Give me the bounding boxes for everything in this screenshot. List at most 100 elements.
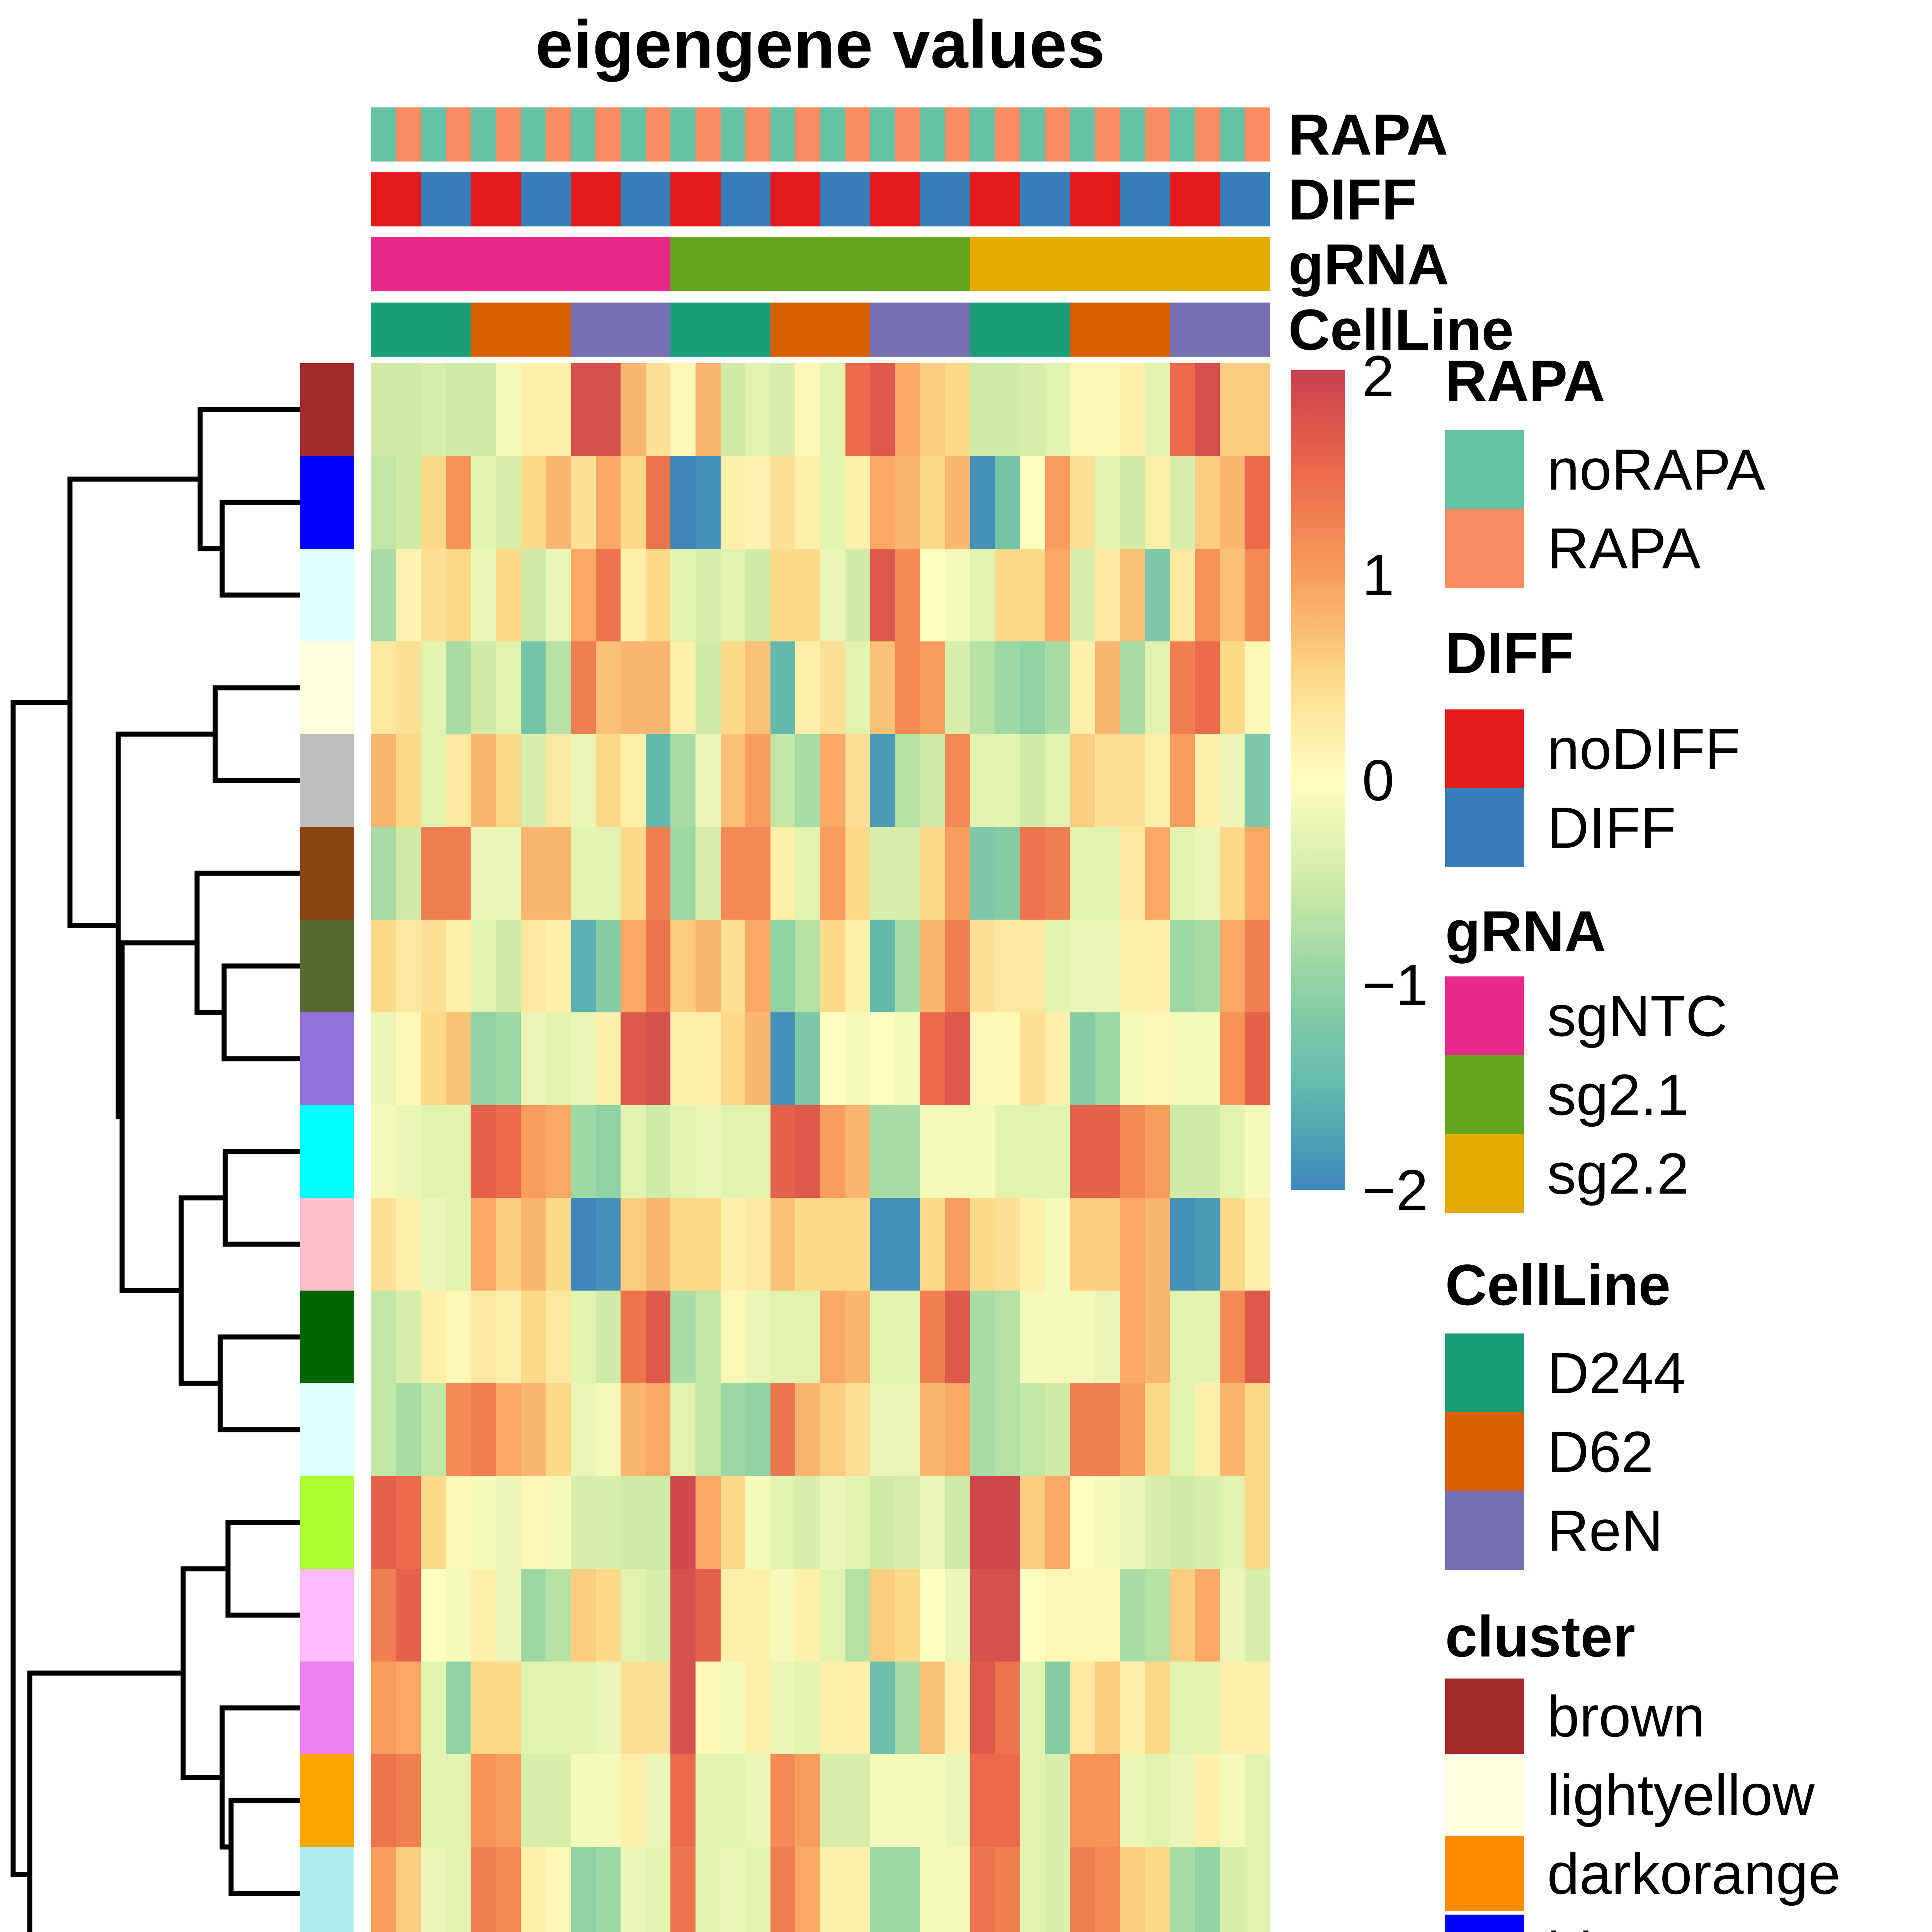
annotation-cell-grna — [1045, 237, 1070, 291]
heatmap-cell — [995, 641, 1020, 734]
annotation-cell-rapa — [945, 107, 970, 162]
heatmap-cell — [1245, 1198, 1270, 1291]
row-cluster-swatch-cyan — [300, 1105, 354, 1198]
annotation-cell-rapa — [621, 107, 646, 162]
heatmap-cell — [446, 1476, 471, 1569]
annotation-cell-grna — [895, 237, 920, 291]
heatmap-cell — [1145, 641, 1170, 734]
heatmap-cell — [1020, 1012, 1045, 1105]
heatmap-cell — [670, 1105, 696, 1198]
heatmap-cell — [520, 1383, 546, 1476]
heatmap-cell — [520, 549, 546, 641]
heatmap-cell — [1095, 641, 1120, 734]
heatmap-cell — [820, 1847, 845, 1932]
legend-label-noRAPA: noRAPA — [1547, 437, 1765, 502]
heatmap-cell — [1020, 1476, 1045, 1569]
heatmap-cell — [546, 456, 571, 549]
heatmap-cell — [621, 549, 646, 641]
heatmap-cell — [745, 827, 770, 920]
heatmap-cell — [520, 1105, 546, 1198]
annotation-cell-diff — [520, 172, 546, 226]
legend-label-lightyellow: lightyellow — [1547, 1762, 1815, 1828]
heatmap-cell — [1170, 549, 1195, 641]
page-title: eigengene values — [535, 7, 1105, 82]
heatmap-cell — [1245, 549, 1270, 641]
heatmap-cell — [570, 734, 596, 827]
heatmap-cell — [570, 1662, 596, 1754]
annotation-cell-diff — [1120, 172, 1145, 226]
heatmap-cell — [820, 1291, 845, 1383]
heatmap-cell — [421, 1383, 446, 1476]
colorbar-tick: −2 — [1362, 1158, 1429, 1223]
heatmap-cell — [795, 1383, 820, 1476]
heatmap-cell — [471, 1754, 496, 1847]
row-cluster-swatch-darkgreen — [300, 1291, 354, 1383]
heatmap-cell — [1219, 1847, 1245, 1932]
annotation-cell-cellline — [745, 303, 770, 357]
annotation-cell-cellline — [795, 303, 820, 357]
heatmap-cell — [621, 1476, 646, 1569]
heatmap-cell — [870, 1476, 895, 1569]
heatmap-cell — [870, 1198, 895, 1291]
heatmap-cell — [670, 549, 696, 641]
heatmap-cell — [1120, 1847, 1145, 1932]
heatmap-cell — [421, 920, 446, 1012]
heatmap-cell — [371, 1012, 396, 1105]
heatmap-cell — [1120, 1662, 1145, 1754]
heatmap-cell — [446, 1662, 471, 1754]
heatmap-cell — [870, 1662, 895, 1754]
heatmap-cell — [1195, 827, 1220, 920]
heatmap-cell — [670, 1476, 696, 1569]
annotation-cell-rapa — [371, 107, 396, 162]
annotation-cell-grna — [1219, 237, 1245, 291]
heatmap-cell — [1245, 1662, 1270, 1754]
annotation-cell-grna — [845, 237, 871, 291]
heatmap-cell — [645, 827, 671, 920]
heatmap-cell — [1120, 1291, 1145, 1383]
heatmap-cell — [970, 1754, 995, 1847]
heatmap-cell — [1195, 1105, 1220, 1198]
heatmap-cell — [1245, 734, 1270, 827]
heatmap-cell — [920, 1754, 946, 1847]
heatmap-cell — [895, 1754, 920, 1847]
heatmap-cell — [770, 734, 796, 827]
heatmap-cell — [795, 549, 820, 641]
annotation-cell-cellline — [1145, 303, 1170, 357]
heatmap-cell — [820, 641, 845, 734]
heatmap-cell — [945, 549, 970, 641]
heatmap-cell — [520, 456, 546, 549]
heatmap-cell — [1045, 1476, 1070, 1569]
annotation-cell-diff — [1095, 172, 1120, 226]
heatmap-cell — [396, 1662, 421, 1754]
heatmap-cell — [995, 734, 1020, 827]
heatmap-cell — [945, 456, 970, 549]
heatmap-cell — [1170, 456, 1195, 549]
annotation-cell-grna — [745, 237, 770, 291]
annotation-cell-grna — [1020, 237, 1045, 291]
heatmap-cell — [1145, 1012, 1170, 1105]
heatmap-cell — [1170, 1662, 1195, 1754]
heatmap-cell — [1095, 456, 1120, 549]
heatmap-cell — [1120, 1198, 1145, 1291]
legend-swatch-darkorange — [1445, 1836, 1524, 1912]
heatmap-cell — [421, 827, 446, 920]
heatmap-cell — [720, 1383, 746, 1476]
heatmap-cell — [1020, 549, 1045, 641]
heatmap-cell — [695, 1754, 721, 1847]
annotation-cell-diff — [670, 172, 696, 226]
heatmap-cell — [1020, 1847, 1045, 1932]
heatmap-cell — [970, 641, 995, 734]
heatmap-cell — [645, 1012, 671, 1105]
heatmap-cell — [895, 1291, 920, 1383]
heatmap-cell — [1095, 1754, 1120, 1847]
heatmap-cell — [895, 734, 920, 827]
heatmap-cell — [520, 734, 546, 827]
annotation-cell-rapa — [720, 107, 746, 162]
heatmap-cell — [1095, 1476, 1120, 1569]
heatmap-cell — [520, 1569, 546, 1662]
heatmap-cell — [1219, 1198, 1245, 1291]
heatmap-cell — [1245, 1754, 1270, 1847]
annotation-cell-rapa — [396, 107, 421, 162]
annotation-cell-rapa — [645, 107, 671, 162]
heatmap-cell — [446, 549, 471, 641]
